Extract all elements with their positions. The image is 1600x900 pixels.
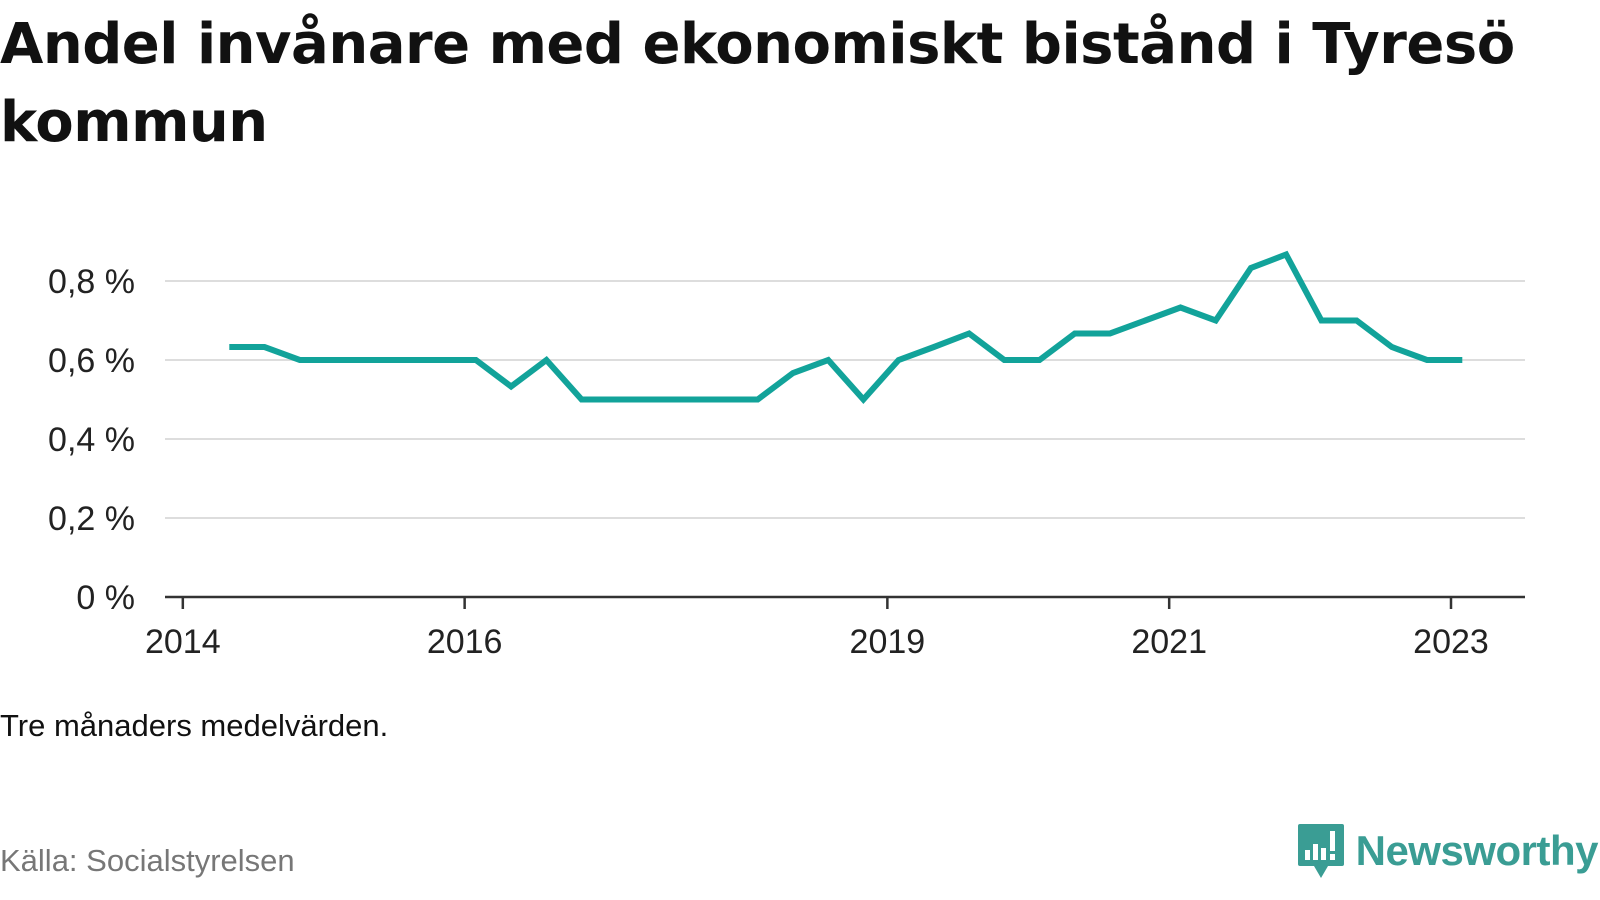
y-tick-labels: 0 % 0,2 % 0,4 % 0,6 % 0,8 %	[48, 263, 135, 617]
series-layer	[229, 250, 1463, 405]
series-line	[229, 250, 1463, 405]
chart-title: Andel invånare med ekonomiskt bistånd i …	[0, 12, 1515, 155]
x-tick-labels: 2014 2016 2019 2021 2023	[145, 623, 1489, 661]
y-tick-label: 0,8 %	[48, 263, 135, 301]
y-tick-label: 0,6 %	[48, 342, 135, 380]
x-tick-label: 2023	[1413, 623, 1489, 661]
y-tick-label: 0,4 %	[48, 421, 135, 459]
y-tick-label: 0,2 %	[48, 500, 135, 538]
newsworthy-logo-icon	[1297, 824, 1344, 878]
x-axis	[165, 595, 1525, 609]
brand-logo[interactable]: Newsworthy	[1296, 822, 1599, 880]
chart-note: Tre månaders medelvärden.	[0, 708, 389, 743]
brand-name: Newsworthy	[1355, 827, 1599, 874]
x-tick-label: 2021	[1131, 623, 1207, 661]
x-tick-label: 2016	[427, 623, 503, 661]
x-tick-label: 2019	[850, 623, 926, 661]
x-tick-label: 2014	[145, 623, 221, 661]
line-chart: 0 % 0,2 % 0,4 % 0,6 % 0,8 % 2014 2016 2019 2021…	[48, 250, 1525, 661]
y-tick-label: 0 %	[76, 579, 135, 617]
source-text: Källa: Socialstyrelsen	[0, 843, 295, 878]
